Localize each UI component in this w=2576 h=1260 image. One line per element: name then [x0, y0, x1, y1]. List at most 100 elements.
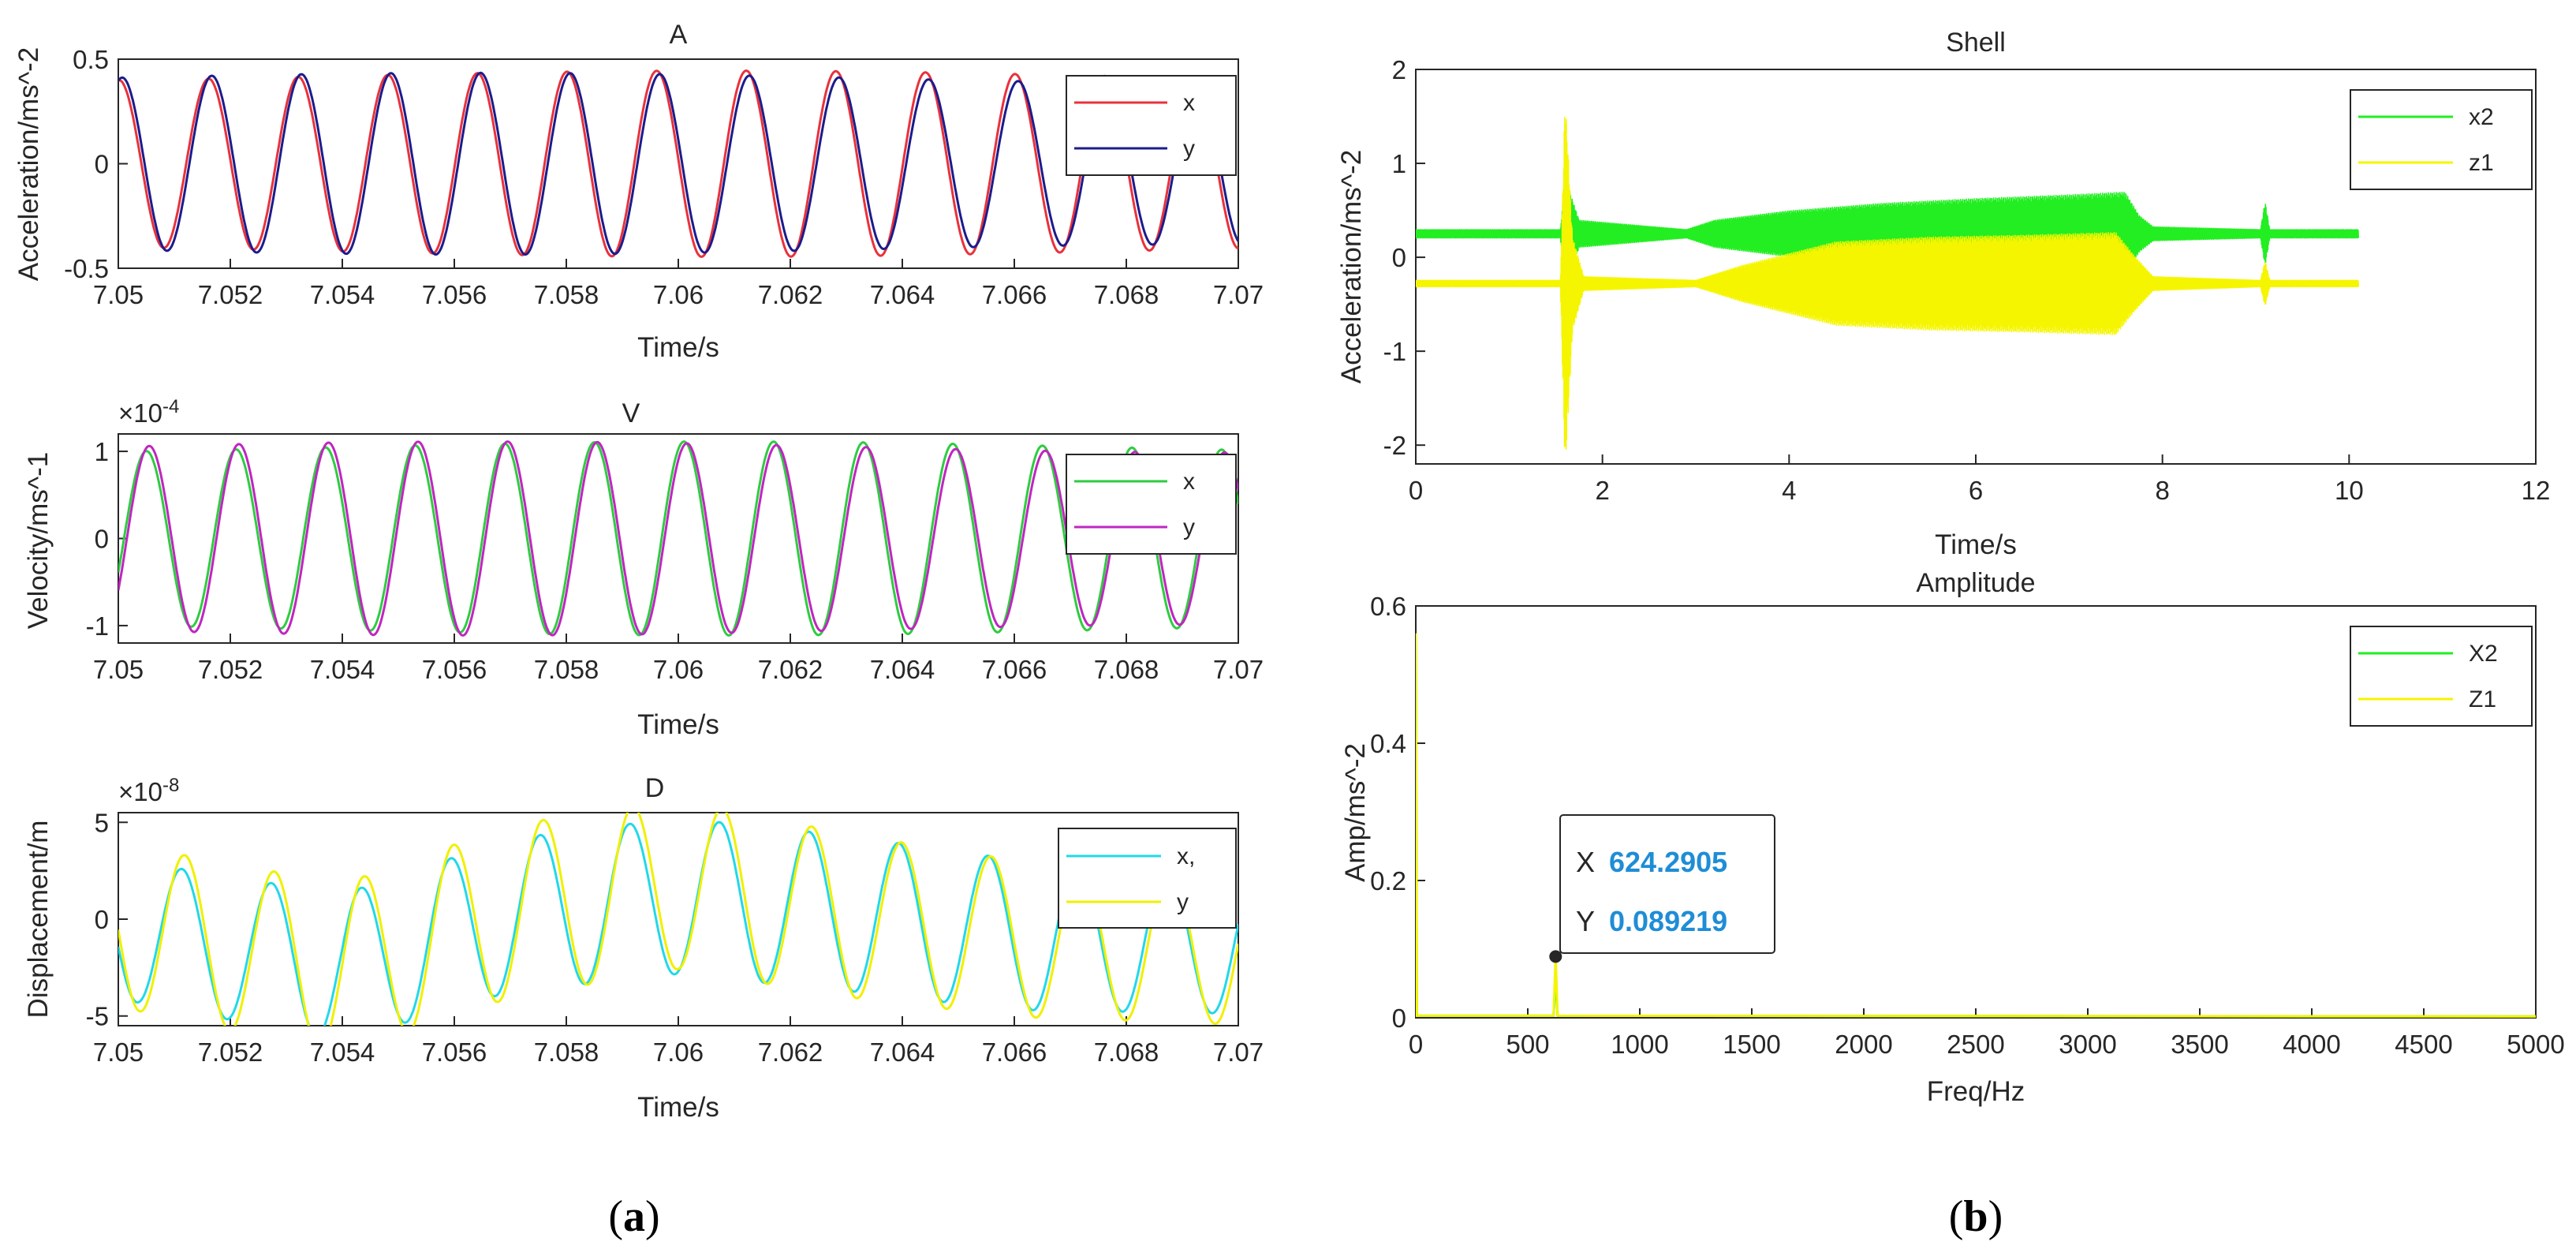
- lines-Amplitude: [1416, 633, 2536, 1018]
- xtick-label-V-4: 7.058: [534, 655, 599, 684]
- plot-V: V ×10-4 7.05 7.052 7.054 7.056 7.058 7.06 7.06…: [23, 396, 1264, 740]
- title-Shell: Shell: [1946, 28, 2006, 58]
- ytick-label-F-1: 0.2: [1370, 866, 1406, 895]
- legend-label-Shell-x2: x2: [2469, 104, 2494, 130]
- xtick-label-D-7: 7.064: [870, 1038, 935, 1067]
- xtick-label-F-1: 500: [1506, 1030, 1549, 1059]
- datatip-marker[interactable]: [1549, 950, 1562, 963]
- xtick-label-F-2: 1000: [1611, 1030, 1668, 1059]
- datatip[interactable]: X 624.2905 Y 0.089219: [1549, 814, 1775, 963]
- caption-a-letter: a: [623, 1192, 645, 1241]
- ytick-label-S-2: 0: [1392, 243, 1406, 272]
- lines-D: [118, 813, 1238, 1026]
- xtick-label-F-5: 2500: [1947, 1030, 2004, 1059]
- ytick-label-D-2: 5: [95, 808, 109, 837]
- ytick-label-S-3: 1: [1392, 149, 1406, 178]
- legend-box-D: [1058, 828, 1237, 929]
- ytick-label-F-3: 0.6: [1370, 592, 1406, 621]
- xtick-label-A-9: 7.068: [1094, 280, 1159, 309]
- xtick-label-F-6: 3000: [2059, 1030, 2116, 1059]
- xtick-label-F-8: 4000: [2283, 1030, 2340, 1059]
- series-S-z1: [1416, 116, 2359, 450]
- xtick-label-S-4: 8: [2155, 476, 2169, 505]
- xtick-label-V-5: 7.06: [653, 655, 704, 684]
- title-Amplitude: Amplitude: [1916, 568, 2035, 598]
- xtick-label-A-5: 7.06: [653, 280, 704, 309]
- xtick-label-A-3: 7.056: [422, 280, 487, 309]
- xtick-label-D-6: 7.062: [758, 1038, 823, 1067]
- legend-label-Shell-z1: z1: [2469, 150, 2494, 176]
- xtick-label-A-1: 7.052: [198, 280, 263, 309]
- xtick-label-V-6: 7.062: [758, 655, 823, 684]
- ytick-label-V-0: -1: [86, 611, 109, 641]
- plot-A: A 7.05 7.052 7.054 7.056 7.058 7.06 7.062 7.064…: [13, 20, 1264, 363]
- ytick-label-A-2: 0.5: [73, 45, 109, 74]
- legend-box-Shell: [2350, 89, 2533, 190]
- xlabel-Shell: Time/s: [1935, 529, 2017, 560]
- xtick-label-S-5: 10: [2335, 476, 2364, 505]
- exponent-D: ×10-8: [118, 775, 179, 806]
- xtick-label-F-4: 2000: [1835, 1030, 1892, 1059]
- xtick-label-D-3: 7.056: [422, 1038, 487, 1067]
- legend-label-D-x: x,: [1177, 843, 1195, 869]
- xtick-label-F-10: 5000: [2507, 1030, 2564, 1059]
- xtick-label-V-0: 7.05: [93, 655, 144, 684]
- plot-Amplitude: Amplitude 0 500 1000 1500 2000 2500 3000 3500 40…: [1340, 568, 2565, 1107]
- xtick-label-A-0: 7.05: [93, 280, 144, 309]
- xtick-label-D-2: 7.054: [310, 1038, 375, 1067]
- xtick-label-S-0: 0: [1409, 476, 1423, 505]
- xtick-label-V-9: 7.068: [1094, 655, 1159, 684]
- ylabel-A: Acceleration/ms^-2: [13, 47, 44, 282]
- plot-D: D ×10-8 7.05 7.052 7.054 7.056 7.058 7.06 7.06…: [23, 773, 1264, 1123]
- xtick-label-D-10: 7.07: [1213, 1038, 1264, 1067]
- legend-box-A: [1066, 75, 1237, 176]
- legend-label-V-y: y: [1183, 514, 1195, 540]
- lines-Shell: [1416, 116, 2359, 450]
- series-A-x: [118, 69, 1238, 258]
- ylabel-Amplitude: Amp/ms^-2: [1340, 743, 1371, 882]
- xtick-label-D-9: 7.068: [1094, 1038, 1159, 1067]
- xtick-label-V-1: 7.052: [198, 655, 263, 684]
- ylabel-Shell: Acceleration/ms^-2: [1336, 150, 1367, 384]
- xtick-label-F-9: 4500: [2395, 1030, 2452, 1059]
- ticks-V: 7.05 7.052 7.054 7.056 7.058 7.06 7.062 7.064 7.…: [86, 437, 1264, 684]
- datatip-y-value: 0.089219: [1609, 905, 1727, 937]
- ytick-label-A-1: 0: [95, 150, 109, 179]
- xtick-label-F-0: 0: [1409, 1030, 1423, 1059]
- legend-V: x y: [1066, 454, 1237, 555]
- xtick-label-D-5: 7.06: [653, 1038, 704, 1067]
- xtick-label-V-7: 7.064: [870, 655, 935, 684]
- xtick-label-V-2: 7.054: [310, 655, 375, 684]
- series-V-x: [118, 440, 1238, 637]
- ytick-label-D-1: 0: [95, 905, 109, 934]
- lines-V: [118, 440, 1238, 637]
- legend-label-A-y: y: [1183, 136, 1195, 162]
- caption-b: (b): [1949, 1192, 2003, 1241]
- ticks-Amplitude: 0 500 1000 1500 2000 2500 3000 3500 4000 4500 5000…: [1370, 592, 2565, 1059]
- title-V: V: [622, 398, 640, 428]
- legend-label-A-x: x: [1183, 90, 1195, 116]
- xtick-label-F-3: 1500: [1723, 1030, 1780, 1059]
- legend-Amplitude: X2 Z1: [2350, 626, 2533, 727]
- ytick-label-D-0: -5: [86, 1002, 109, 1031]
- ytick-label-F-2: 0.4: [1370, 729, 1406, 758]
- xlabel-V: Time/s: [637, 709, 719, 740]
- legend-A: x y: [1066, 75, 1237, 176]
- xtick-label-D-0: 7.05: [93, 1038, 144, 1067]
- xlabel-A: Time/s: [637, 332, 719, 363]
- xtick-label-D-8: 7.066: [982, 1038, 1047, 1067]
- xtick-label-A-8: 7.066: [982, 280, 1047, 309]
- legend-label-V-x: x: [1183, 469, 1195, 495]
- ylabel-V: Velocity/ms^-1: [23, 452, 54, 630]
- legend-label-Amplitude-Z1: Z1: [2469, 686, 2496, 712]
- xtick-label-V-3: 7.056: [422, 655, 487, 684]
- legend-D: x, y: [1058, 828, 1237, 929]
- ticks-A: 7.05 7.052 7.054 7.056 7.058 7.06 7.062 7.064 7.…: [64, 45, 1264, 309]
- series-A-y: [118, 71, 1238, 256]
- xtick-label-S-1: 2: [1595, 476, 1609, 505]
- title-A: A: [670, 20, 688, 50]
- xtick-label-V-8: 7.066: [982, 655, 1047, 684]
- series-F-Z1: [1416, 633, 2536, 1018]
